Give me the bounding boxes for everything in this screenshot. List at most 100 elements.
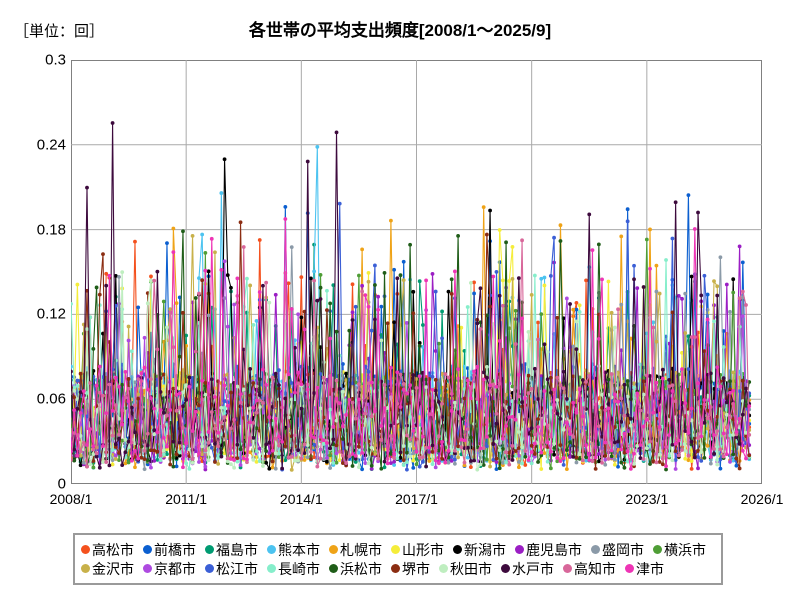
series-marker xyxy=(564,296,569,301)
series-marker xyxy=(433,388,438,393)
legend-item-長崎市[interactable]: 長崎市 xyxy=(267,562,320,576)
series-marker xyxy=(206,430,211,434)
legend-item-堺市[interactable]: 堺市 xyxy=(391,562,430,576)
legend-item-福島市[interactable]: 福島市 xyxy=(205,543,258,557)
series-marker xyxy=(731,277,736,282)
series-marker xyxy=(392,456,397,461)
legend-item-盛岡市[interactable]: 盛岡市 xyxy=(591,543,644,557)
legend-item-津市[interactable]: 津市 xyxy=(625,562,664,576)
series-marker xyxy=(171,464,176,469)
legend-item-秋田市[interactable]: 秋田市 xyxy=(439,562,492,576)
series-marker xyxy=(740,378,745,383)
series-marker xyxy=(452,269,457,274)
legend-item-札幌市[interactable]: 札幌市 xyxy=(329,543,382,557)
series-marker xyxy=(516,430,521,434)
series-marker xyxy=(392,459,397,464)
series-marker xyxy=(136,374,141,379)
legend-item-前橋市[interactable]: 前橋市 xyxy=(143,543,196,557)
series-marker xyxy=(488,304,492,309)
series-marker xyxy=(484,457,489,462)
series-marker xyxy=(101,393,105,398)
series-marker xyxy=(657,291,662,296)
series-marker xyxy=(574,455,579,460)
series-marker xyxy=(229,462,233,467)
series-marker xyxy=(644,237,649,242)
series-marker xyxy=(331,437,336,442)
legend-item-金沢市[interactable]: 金沢市 xyxy=(81,562,134,576)
series-marker xyxy=(564,448,569,453)
series-marker xyxy=(286,372,291,377)
series-marker xyxy=(350,318,355,322)
series-marker xyxy=(696,381,700,386)
y-axis-tick-label: 0.18 xyxy=(36,221,66,239)
series-marker xyxy=(184,383,189,388)
series-marker xyxy=(564,467,569,472)
series-marker xyxy=(273,416,278,421)
series-marker xyxy=(168,310,173,315)
series-marker xyxy=(161,448,166,453)
series-marker xyxy=(238,392,243,397)
series-marker xyxy=(155,430,160,435)
series-marker xyxy=(712,433,716,437)
series-marker xyxy=(123,461,128,466)
legend-item-京都市[interactable]: 京都市 xyxy=(143,562,196,576)
series-marker xyxy=(644,446,649,451)
series-marker xyxy=(500,303,505,308)
series-marker xyxy=(142,448,147,453)
series-marker xyxy=(216,461,221,466)
series-marker xyxy=(171,250,176,255)
legend-item-横浜市[interactable]: 横浜市 xyxy=(653,543,706,557)
series-marker xyxy=(193,349,198,354)
series-marker xyxy=(712,279,716,284)
series-marker xyxy=(379,333,384,337)
series-marker xyxy=(257,459,262,464)
series-marker xyxy=(257,238,262,242)
series-marker xyxy=(472,280,476,285)
legend-item-新潟市[interactable]: 新潟市 xyxy=(453,543,506,557)
series-marker xyxy=(289,454,294,459)
series-marker xyxy=(117,432,121,437)
series-marker xyxy=(635,444,640,448)
legend-item-高松市[interactable]: 高松市 xyxy=(81,543,134,557)
series-marker xyxy=(545,440,550,445)
series-marker xyxy=(686,458,691,463)
legend-item-水戸市[interactable]: 水戸市 xyxy=(501,562,554,576)
series-marker xyxy=(104,283,109,288)
series-marker xyxy=(603,408,608,413)
series-marker xyxy=(516,453,521,458)
series-marker xyxy=(334,443,339,448)
series-marker xyxy=(443,460,448,465)
legend-item-熊本市[interactable]: 熊本市 xyxy=(267,543,320,557)
series-marker xyxy=(366,271,371,275)
series-marker xyxy=(561,386,566,391)
series-marker xyxy=(117,384,121,389)
series-marker xyxy=(670,458,675,463)
series-marker xyxy=(312,442,317,447)
plot-area xyxy=(71,60,762,484)
series-marker xyxy=(325,288,329,293)
legend-item-山形市[interactable]: 山形市 xyxy=(391,543,444,557)
legend-label: 横浜市 xyxy=(664,541,706,558)
series-marker xyxy=(267,440,272,445)
series-marker xyxy=(325,455,329,460)
legend-item-松江市[interactable]: 松江市 xyxy=(205,562,258,576)
series-marker xyxy=(539,276,544,281)
series-marker xyxy=(347,328,352,333)
series-marker xyxy=(417,279,422,284)
series-marker xyxy=(171,345,176,350)
series-marker xyxy=(257,393,262,398)
legend-color-swatch-icon xyxy=(205,564,214,573)
series-marker xyxy=(622,431,627,436)
legend-item-鹿児島市[interactable]: 鹿児島市 xyxy=(515,543,582,557)
series-marker xyxy=(721,376,726,381)
legend-item-高知市[interactable]: 高知市 xyxy=(563,562,616,576)
series-marker xyxy=(328,407,333,412)
series-marker xyxy=(494,421,499,426)
series-marker xyxy=(449,458,454,463)
series-marker xyxy=(337,386,342,391)
legend-item-浜松市[interactable]: 浜松市 xyxy=(329,562,382,576)
series-marker xyxy=(494,411,499,416)
legend-row: 高松市 前橋市 福島市 熊本市 札幌市 山形市 新潟市 鹿児島市 盛岡市 横浜市 xyxy=(81,540,715,559)
series-marker xyxy=(561,369,566,374)
series-marker xyxy=(161,384,166,389)
